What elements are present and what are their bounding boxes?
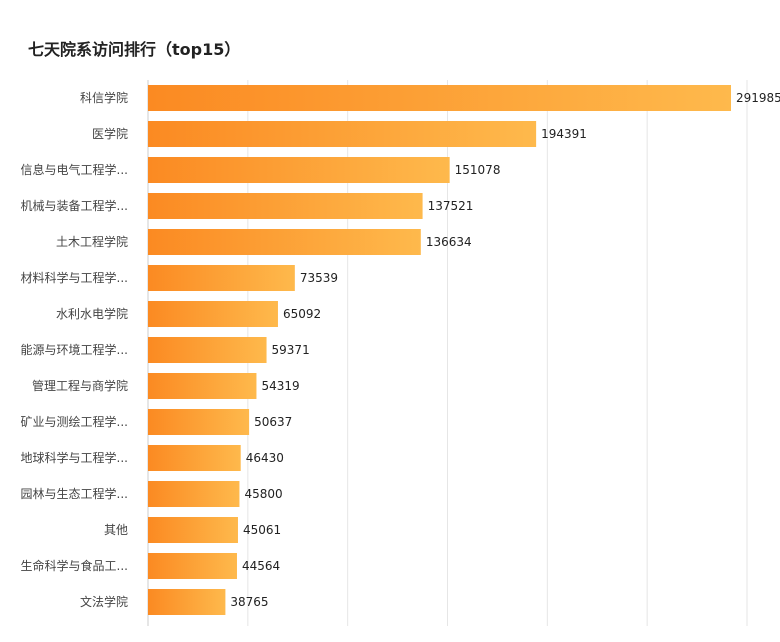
value-label: 38765 bbox=[230, 595, 268, 609]
category-label: 材料科学与工程学... bbox=[21, 270, 128, 285]
value-label: 65092 bbox=[283, 307, 321, 321]
category-label: 地球科学与工程学... bbox=[21, 450, 128, 465]
bar[interactable] bbox=[148, 373, 257, 399]
bar[interactable] bbox=[148, 445, 241, 471]
bar[interactable] bbox=[148, 121, 537, 147]
bar[interactable] bbox=[148, 265, 295, 291]
bar[interactable] bbox=[148, 85, 731, 111]
value-label: 50637 bbox=[254, 415, 292, 429]
value-label: 45800 bbox=[244, 487, 282, 501]
category-label: 土木工程学院 bbox=[56, 234, 128, 249]
value-label: 136634 bbox=[426, 235, 472, 249]
bar[interactable] bbox=[148, 553, 237, 579]
value-label: 45061 bbox=[243, 523, 281, 537]
value-label: 137521 bbox=[428, 199, 474, 213]
category-label: 管理工程与商学院 bbox=[32, 378, 128, 393]
bar[interactable] bbox=[148, 481, 240, 507]
bar[interactable] bbox=[148, 301, 278, 327]
value-label: 194391 bbox=[541, 127, 587, 141]
category-label: 机械与装备工程学... bbox=[21, 198, 128, 213]
chart-title: 七天院系访问排行（top15） bbox=[28, 40, 241, 59]
bar[interactable] bbox=[148, 409, 250, 435]
category-label: 生命科学与食品工... bbox=[21, 558, 128, 573]
value-label: 46430 bbox=[246, 451, 284, 465]
category-label: 信息与电气工程学... bbox=[21, 162, 128, 177]
category-label: 能源与环境工程学... bbox=[21, 342, 128, 357]
value-label: 151078 bbox=[455, 163, 501, 177]
value-label: 73539 bbox=[300, 271, 338, 285]
category-label: 矿业与测绘工程学... bbox=[21, 414, 128, 429]
bar[interactable] bbox=[148, 193, 423, 219]
category-label: 水利水电学院 bbox=[56, 306, 128, 321]
value-label: 59371 bbox=[272, 343, 310, 357]
bar[interactable] bbox=[148, 589, 226, 615]
value-label: 291985 bbox=[736, 91, 780, 105]
value-label: 54319 bbox=[261, 379, 299, 393]
category-label: 医学院 bbox=[92, 126, 128, 141]
bar[interactable] bbox=[148, 229, 421, 255]
bar[interactable] bbox=[148, 157, 450, 183]
category-label: 园林与生态工程学... bbox=[21, 486, 128, 501]
category-label: 文法学院 bbox=[80, 594, 128, 609]
bar[interactable] bbox=[148, 517, 238, 543]
bars: 科信学院 291985 医学院 194391 信息与电气工程学... 151078 机械与装… bbox=[21, 85, 780, 615]
category-label: 其他 bbox=[104, 523, 128, 537]
bar[interactable] bbox=[148, 337, 267, 363]
category-label: 科信学院 bbox=[80, 90, 128, 105]
value-label: 44564 bbox=[242, 559, 280, 573]
